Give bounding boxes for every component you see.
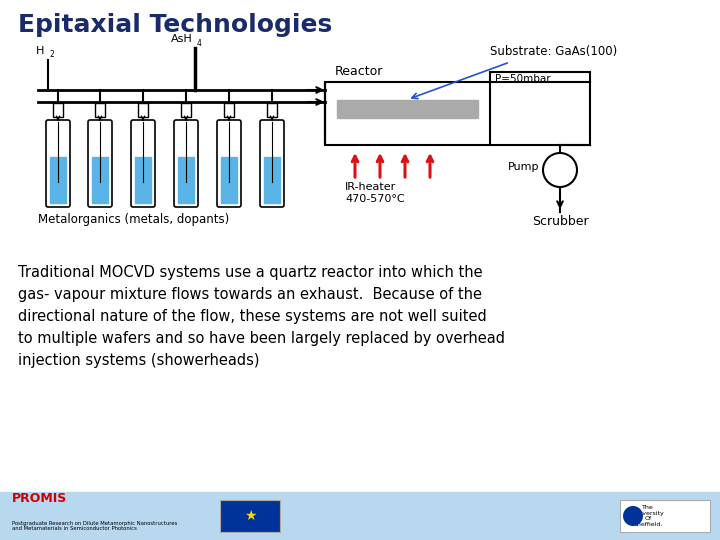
Bar	[138, 103, 148, 117]
Bar	[181, 103, 191, 117]
Bar	[95, 103, 105, 117]
Text: gas- vapour mixture flows towards an exhaust.  Because of the: gas- vapour mixture flows towards an exh…	[18, 287, 482, 302]
Text: ★: ★	[244, 509, 256, 523]
Text: Scrubber: Scrubber	[531, 215, 588, 228]
Text: Epitaxial Technologies: Epitaxial Technologies	[18, 13, 332, 37]
Bar	[224, 103, 234, 117]
Text: The
University
Of
Sheffield.: The University Of Sheffield.	[632, 505, 664, 527]
Text: Reactor: Reactor	[335, 65, 383, 78]
Text: injection systems (showerheads): injection systems (showerheads)	[18, 353, 259, 368]
Text: directional nature of the flow, these systems are not well suited: directional nature of the flow, these sy…	[18, 309, 487, 324]
FancyBboxPatch shape	[217, 120, 241, 207]
Text: 2: 2	[49, 50, 54, 59]
Bar	[50, 157, 66, 203]
Bar	[220, 500, 280, 532]
Text: Pump: Pump	[508, 162, 539, 172]
Text: H: H	[35, 46, 44, 56]
Text: Traditional MOCVD systems use a quartz reactor into which the: Traditional MOCVD systems use a quartz r…	[18, 265, 482, 280]
FancyBboxPatch shape	[260, 120, 284, 207]
Bar	[135, 157, 151, 203]
Bar	[264, 157, 280, 203]
Circle shape	[623, 506, 643, 526]
Bar	[178, 157, 194, 203]
Bar	[221, 157, 237, 203]
Text: 4: 4	[197, 39, 202, 48]
Text: PROMIS: PROMIS	[12, 492, 67, 505]
Text: Postgraduate Research on Dilute Metamorphic Nanostructures
and Metamaterials in : Postgraduate Research on Dilute Metamorp…	[12, 521, 177, 531]
Text: AsH: AsH	[171, 34, 193, 44]
Text: P=50mbar: P=50mbar	[495, 74, 551, 84]
FancyBboxPatch shape	[131, 120, 155, 207]
FancyBboxPatch shape	[88, 120, 112, 207]
Text: Metalorganics (metals, dopants): Metalorganics (metals, dopants)	[38, 213, 229, 226]
Bar	[53, 103, 63, 117]
FancyBboxPatch shape	[174, 120, 198, 207]
FancyBboxPatch shape	[46, 120, 70, 207]
Bar	[0, 492, 720, 540]
Bar	[267, 103, 277, 117]
Text: Substrate: GaAs(100): Substrate: GaAs(100)	[490, 45, 617, 58]
Text: IR-heater
470-570°C: IR-heater 470-570°C	[345, 182, 405, 204]
Bar	[92, 157, 108, 203]
Circle shape	[543, 153, 577, 187]
Bar	[325, 82, 490, 145]
Text: to multiple wafers and so have been largely replaced by overhead: to multiple wafers and so have been larg…	[18, 331, 505, 346]
Bar	[620, 500, 710, 532]
Bar	[337, 99, 478, 118]
